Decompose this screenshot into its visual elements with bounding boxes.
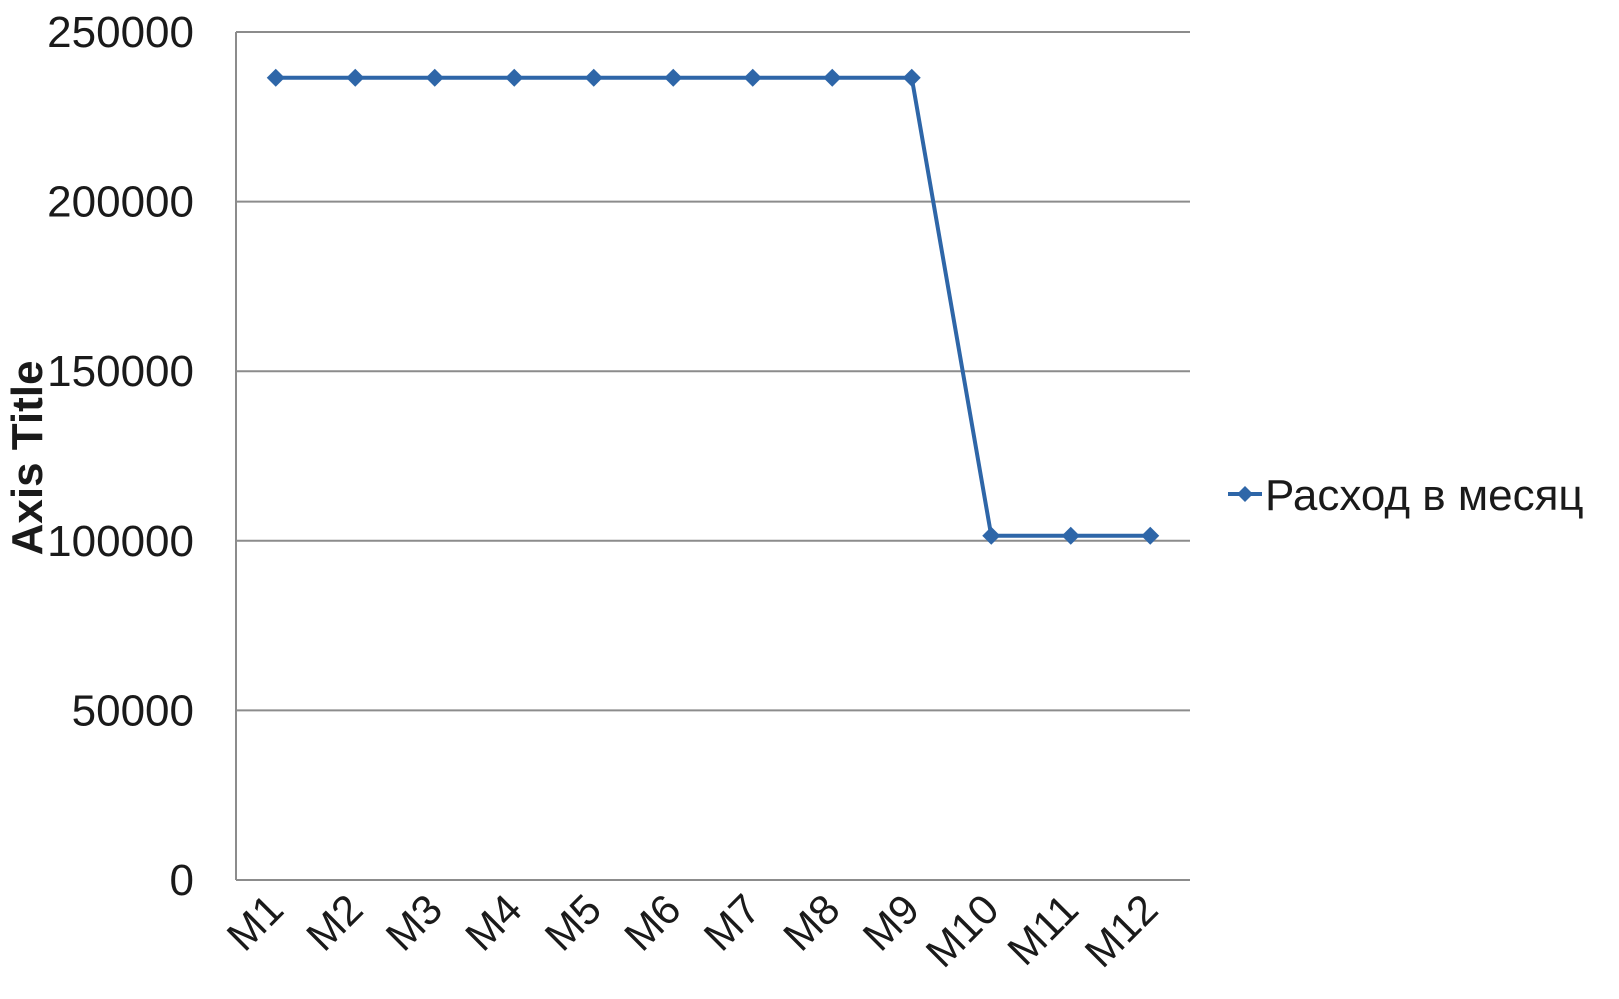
y-tick-label: 200000 — [47, 178, 194, 227]
x-tick-label: M6 — [615, 885, 690, 960]
legend: Расход в месяц — [1228, 471, 1584, 520]
x-tick-label: M7 — [695, 885, 770, 960]
y-tick-label: 250000 — [47, 8, 194, 57]
data-point — [425, 68, 444, 87]
y-tick-labels: 0 50000 100000 150000 200000 250000 — [47, 8, 194, 905]
x-tick-label: M4 — [456, 885, 531, 960]
gridlines — [236, 31, 1190, 712]
data-point — [743, 68, 762, 87]
y-tick-label: 150000 — [47, 347, 194, 396]
x-tick-label: M3 — [377, 885, 452, 960]
y-tick-label: 0 — [170, 856, 194, 905]
legend-label: Расход в месяц — [1265, 471, 1584, 520]
axes — [235, 32, 1190, 881]
x-tick-label: M10 — [917, 885, 1008, 976]
x-tick-label: M8 — [774, 885, 849, 960]
data-point — [982, 526, 1001, 545]
data-point — [505, 68, 524, 87]
data-point — [346, 68, 365, 87]
series-line — [275, 75, 1151, 538]
data-point — [266, 68, 285, 87]
x-tick-label: M5 — [536, 885, 611, 960]
data-point — [584, 68, 603, 87]
data-point — [664, 68, 683, 87]
y-axis-title: Axis Title — [3, 361, 52, 556]
data-point — [1061, 526, 1080, 545]
legend-marker — [1237, 486, 1253, 502]
data-point — [823, 68, 842, 87]
x-tick-label: M9 — [854, 885, 929, 960]
y-tick-label: 50000 — [72, 686, 194, 735]
y-tick-label: 100000 — [47, 517, 194, 566]
series-group — [266, 68, 1160, 545]
x-tick-label: M12 — [1076, 885, 1167, 976]
x-tick-label: M2 — [297, 885, 372, 960]
x-tick-label: M1 — [218, 885, 293, 960]
data-point — [1141, 526, 1160, 545]
data-point — [902, 68, 921, 87]
x-tick-label: M11 — [998, 885, 1087, 974]
